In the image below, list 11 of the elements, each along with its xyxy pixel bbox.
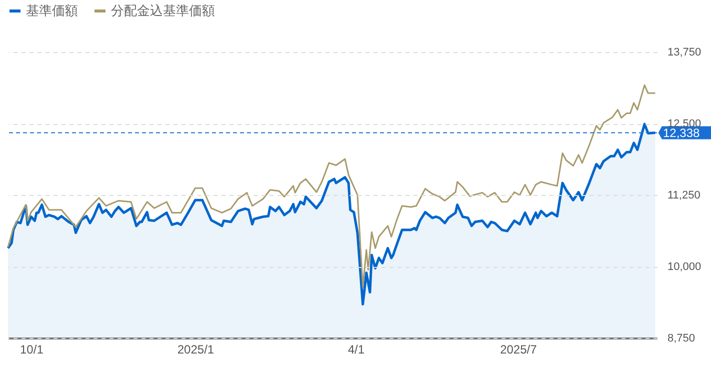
x-tick-label: 2025/7 <box>500 342 538 356</box>
y-tick-label: 8,750 <box>668 332 696 344</box>
y-tick-label: 10,000 <box>668 261 702 273</box>
x-tick-label: 10/1 <box>20 342 44 356</box>
x-tick-label: 2025/1 <box>177 342 214 356</box>
legend-label: 分配金込基準価額 <box>111 3 215 18</box>
x-tick-label: 4/1 <box>348 342 365 356</box>
y-tick-label: 11,250 <box>668 190 700 202</box>
line-series <box>7 84 656 288</box>
legend-label: 基準価額 <box>26 3 78 18</box>
y-tick-label: 13,750 <box>668 46 702 58</box>
